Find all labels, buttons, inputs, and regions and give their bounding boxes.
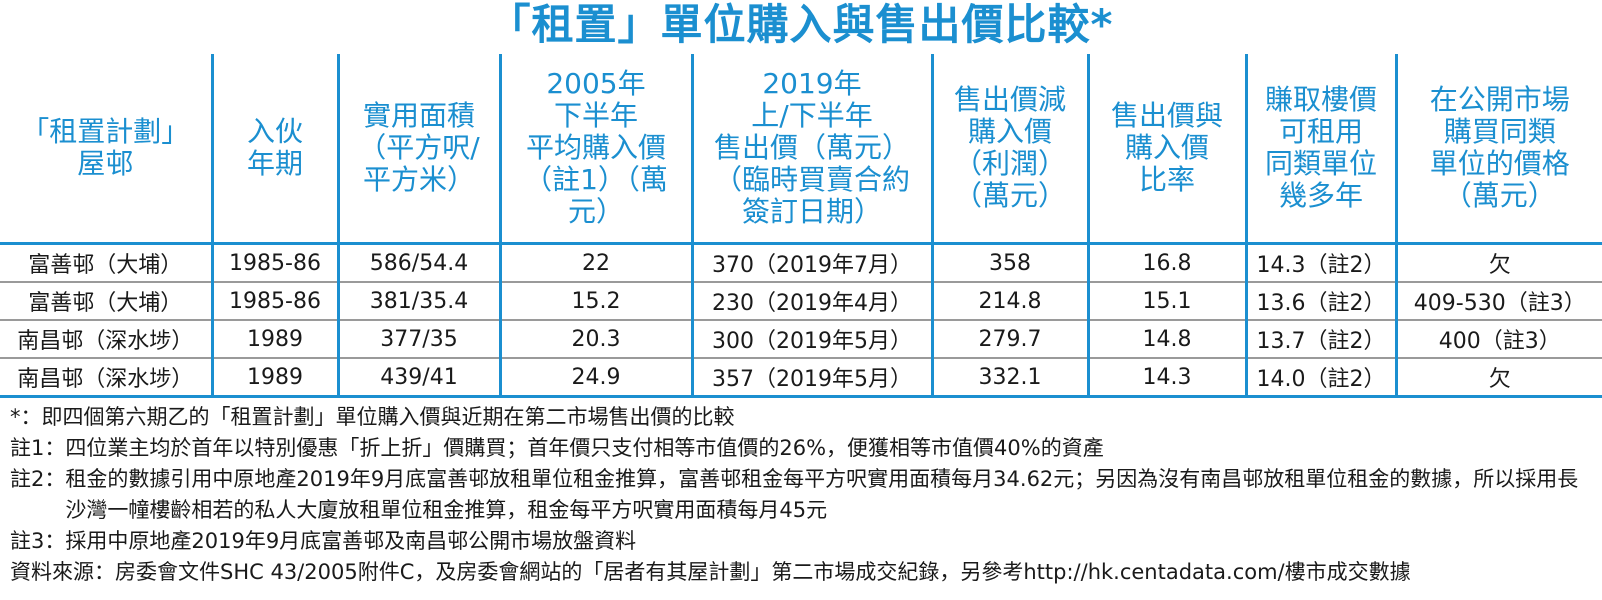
cell-area: 439/41 [336,357,500,398]
footnote-text: 採用中原地產2019年9月底富善邨及南昌邨公開市場放盤資料 [65,529,637,553]
source-line: 資料來源：房委會文件SHC 43/2005附件C，及房委會網站的「居者有其屋計劃… [10,560,1411,584]
col-header-estate: 「租置計劃」 屋邨 [21,115,190,180]
page-title: 「租置」單位購入與售出價比較* [488,0,1114,49]
comparison-table: 「租置計劃」 屋邨 入伙 年期 實用面積 （平方呎/ 平方米） 2005年 下半… [0,54,1602,398]
cell-rent-years: 13.6（註2） [1244,281,1396,320]
cell-ratio: 15.1 [1086,281,1246,320]
cell-ratio: 14.3 [1086,357,1246,398]
col-header-sale-price: 2019年 上/下半年 售出價（萬元） （臨時買賣合約 簽訂日期） [690,54,932,244]
cell-estate: 富善邨（大埔） [0,281,212,320]
footnote-key: *： [10,405,42,429]
cell-purchase-price: 20.3 [498,319,692,358]
cell-intake-year: 1985-86 [210,281,338,320]
footnote-1: 註1： 四位業主均於首年以特別優惠「折上折」價購買；首年價只支付相等市值價的26… [10,433,1595,464]
footnote-key: 註1： [10,436,66,460]
footnote-text: 四位業主均於首年以特別優惠「折上折」價購買；首年價只支付相等市值價的26%，便獲… [65,436,1104,460]
cell-ratio: 14.8 [1086,319,1246,358]
cell-area: 381/35.4 [336,281,500,320]
col-header-rent-years: 賺取樓價 可租用 同類單位 幾多年 [1244,54,1396,244]
cell-purchase-price: 15.2 [498,281,692,320]
table-row: 南昌邨（深水埗） 1989 377/35 20.3 300（2019年5月） 2… [0,319,1602,358]
cell-rent-years: 13.7（註2） [1244,319,1396,358]
footnote-asterisk: *： 即四個第六期乙的「租置計劃」單位購入價與近期在第二市場售出價的比較 [10,402,1595,433]
cell-purchase-price: 22 [498,243,692,282]
table-row: 富善邨（大埔） 1985-86 381/35.4 15.2 230（2019年4… [0,281,1602,320]
footnote-3: 註3： 採用中原地產2019年9月底富善邨及南昌邨公開市場放盤資料 [10,526,1595,557]
cell-market-price: 欠 [1394,243,1602,282]
cell-intake-year: 1989 [210,319,338,358]
col-header-profit: 售出價減 購入價 （利潤） （萬元） [930,54,1088,244]
cell-market-price: 欠 [1394,357,1602,398]
cell-sale-price: 230（2019年4月） [690,281,932,320]
col-header-ratio: 售出價與 購入價 比率 [1086,54,1246,244]
cell-sale-price: 300（2019年5月） [690,319,932,358]
col-header-purchase-price: 2005年 下半年 平均購入價 （註1）（萬元） [498,54,692,244]
cell-sale-price: 357（2019年5月） [690,357,932,398]
cell-profit: 332.1 [930,357,1088,398]
cell-intake-year: 1989 [210,357,338,398]
table-header-row: 「租置計劃」 屋邨 入伙 年期 實用面積 （平方呎/ 平方米） 2005年 下半… [0,54,1602,244]
col-header-market-price: 在公開市場 購買同類 單位的價格 （萬元） [1394,54,1602,244]
footnotes: *： 即四個第六期乙的「租置計劃」單位購入價與近期在第二市場售出價的比較 註1：… [10,402,1595,588]
cell-estate: 南昌邨（深水埗） [0,357,212,398]
cell-purchase-price: 24.9 [498,357,692,398]
cell-profit: 358 [930,243,1088,282]
table-row: 富善邨（大埔） 1985-86 586/54.4 22 370（2019年7月）… [0,243,1602,282]
cell-profit: 279.7 [930,319,1088,358]
col-header-saleable-area: 實用面積 （平方呎/ 平方米） [336,54,500,244]
cell-intake-year: 1985-86 [210,243,338,282]
cell-ratio: 16.8 [1086,243,1246,282]
cell-rent-years: 14.3（註2） [1244,243,1396,282]
table-row: 南昌邨（深水埗） 1989 439/41 24.9 357（2019年5月） 3… [0,357,1602,398]
cell-area: 586/54.4 [336,243,500,282]
cell-sale-price: 370（2019年7月） [690,243,932,282]
cell-market-price: 400（註3） [1394,319,1602,358]
footnote-key: 註3： [10,529,66,553]
footnote-2: 註2： 租金的數據引用中原地產2019年9月底富善邨放租單位租金推算，富善邨租金… [10,464,1595,526]
cell-estate: 富善邨（大埔） [28,253,183,278]
footnote-text: 租金的數據引用中原地產2019年9月底富善邨放租單位租金推算，富善邨租金每平方呎… [65,467,1579,522]
cell-area: 377/35 [336,319,500,358]
cell-estate: 南昌邨（深水埗） [0,319,212,358]
footnote-key: 註2： [10,467,66,491]
col-header-intake-year: 入伙 年期 [210,54,338,244]
footnote-text: 即四個第六期乙的「租置計劃」單位購入價與近期在第二市場售出價的比較 [41,405,735,429]
cell-profit: 214.8 [930,281,1088,320]
cell-market-price: 409-530（註3） [1394,281,1602,320]
cell-rent-years: 14.0（註2） [1244,357,1396,398]
